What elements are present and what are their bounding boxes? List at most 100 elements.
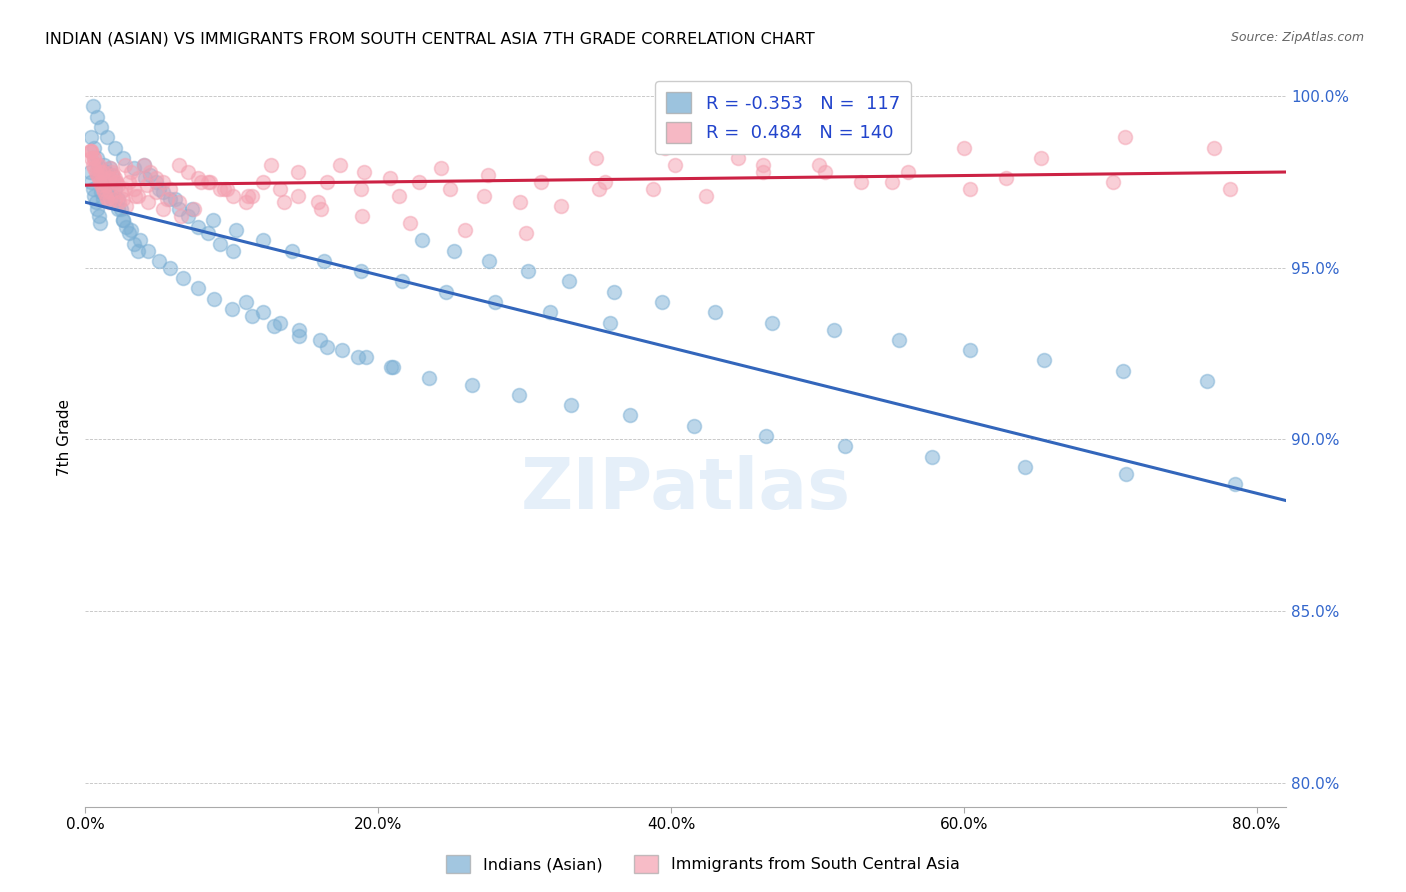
Point [105, 175, 128, 189]
Point [214, 182, 236, 196]
Point [96, 182, 118, 196]
Point [1219, 182, 1241, 196]
Point [439, 182, 461, 196]
Point [83, 188, 105, 202]
Point [86, 158, 108, 172]
Point [1204, 140, 1226, 154]
Point [91, 171, 114, 186]
Point [91, 171, 114, 186]
Point [167, 202, 190, 217]
Point [921, 450, 943, 464]
Point [308, 333, 330, 347]
Point [112, 212, 135, 227]
Point [221, 301, 243, 316]
Point [585, 151, 607, 165]
Point [643, 182, 665, 196]
Point [316, 340, 339, 354]
Point [136, 195, 159, 210]
Point [1114, 130, 1136, 145]
Point [664, 158, 686, 172]
Y-axis label: 7th Grade: 7th Grade [58, 400, 72, 476]
Point [959, 182, 981, 196]
Point [87, 158, 110, 172]
Point [330, 343, 353, 358]
Point [882, 175, 904, 189]
Point [187, 171, 209, 186]
Point [93, 158, 115, 172]
Point [87, 171, 110, 186]
Point [86, 110, 108, 124]
Point [959, 343, 981, 358]
Point [97, 178, 120, 193]
Point [727, 151, 749, 165]
Point [683, 418, 706, 433]
Point [104, 182, 127, 196]
Point [167, 158, 190, 172]
Point [190, 175, 212, 189]
Point [1014, 459, 1036, 474]
Point [82, 99, 104, 113]
Point [159, 192, 181, 206]
Point [89, 175, 111, 189]
Point [484, 295, 506, 310]
Point [89, 161, 111, 175]
Point [1115, 467, 1137, 481]
Point [103, 175, 125, 189]
Point [145, 175, 167, 189]
Point [593, 175, 616, 189]
Point [430, 161, 453, 175]
Point [105, 175, 128, 189]
Point [100, 192, 122, 206]
Point [152, 185, 174, 199]
Point [472, 188, 495, 202]
Point [269, 182, 291, 196]
Point [461, 377, 484, 392]
Point [112, 212, 135, 227]
Point [127, 171, 149, 186]
Point [619, 409, 641, 423]
Point [202, 292, 225, 306]
Point [177, 209, 200, 223]
Point [418, 370, 440, 384]
Point [349, 182, 371, 196]
Point [97, 171, 120, 186]
Legend: R = -0.353   N =  117, R =  0.484   N = 140: R = -0.353 N = 117, R = 0.484 N = 140 [655, 81, 911, 153]
Point [145, 185, 167, 199]
Point [96, 171, 118, 186]
Point [91, 182, 114, 196]
Point [851, 175, 873, 189]
Point [288, 329, 311, 343]
Point [508, 388, 530, 402]
Point [104, 192, 127, 206]
Point [108, 195, 131, 210]
Point [1195, 374, 1218, 388]
Point [557, 275, 579, 289]
Point [89, 216, 111, 230]
Point [252, 233, 274, 247]
Point [97, 195, 120, 210]
Point [273, 195, 295, 210]
Legend: Indians (Asian), Immigrants from South Central Asia: Indians (Asian), Immigrants from South C… [440, 848, 966, 880]
Point [82, 158, 104, 172]
Point [112, 192, 135, 206]
Point [1102, 175, 1125, 189]
Point [122, 182, 145, 196]
Point [281, 244, 304, 258]
Point [538, 305, 561, 319]
Point [651, 295, 673, 310]
Point [134, 171, 156, 186]
Point [127, 188, 149, 202]
Point [80, 144, 103, 158]
Point [380, 360, 402, 375]
Point [114, 158, 136, 172]
Point [209, 236, 232, 251]
Point [1223, 477, 1246, 491]
Point [263, 319, 285, 334]
Point [107, 202, 129, 217]
Point [100, 164, 122, 178]
Point [87, 209, 110, 223]
Point [761, 316, 783, 330]
Point [163, 192, 186, 206]
Point [703, 305, 725, 319]
Point [104, 171, 127, 186]
